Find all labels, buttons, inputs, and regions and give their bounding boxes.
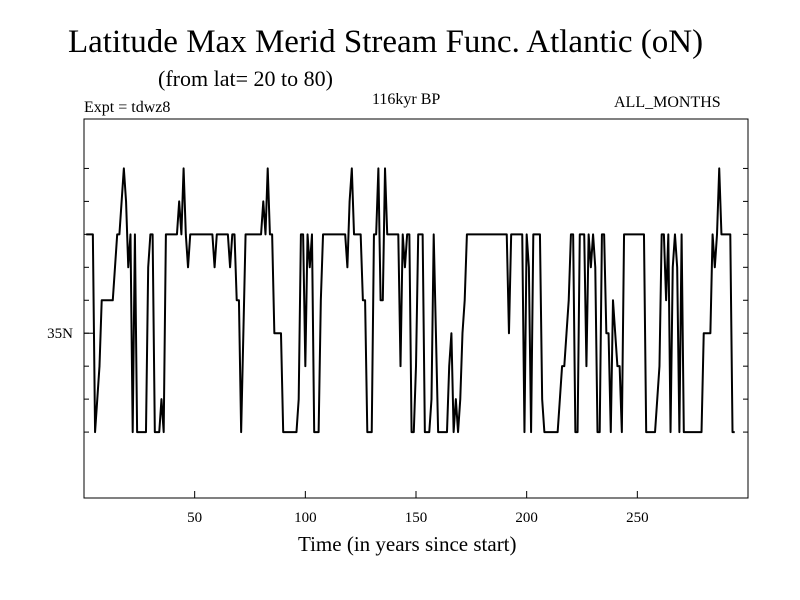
x-tick-label: 150 xyxy=(405,510,428,526)
months-label: ALL_MONTHS xyxy=(614,94,721,111)
x-tick-label: 200 xyxy=(515,510,538,526)
series-group xyxy=(86,167,735,434)
x-axis-label: Time (in years since start) xyxy=(298,532,517,556)
series-line xyxy=(86,167,735,434)
chart-subtitle: (from lat= 20 to 80) xyxy=(158,66,333,91)
x-tick-label: 100 xyxy=(294,510,317,526)
x-tick-label: 250 xyxy=(626,510,649,526)
axis-ticks xyxy=(84,167,748,498)
axis-tick-labels: 50 100 150 200 250 35N xyxy=(47,326,648,526)
period-label: 116kyr BP xyxy=(372,91,441,108)
x-tick-label: 50 xyxy=(187,510,202,526)
y-tick-label: 35N xyxy=(47,326,73,342)
chart-title: Latitude Max Merid Stream Func. Atlantic… xyxy=(68,24,704,60)
experiment-label: Expt = tdwz8 xyxy=(84,99,171,116)
